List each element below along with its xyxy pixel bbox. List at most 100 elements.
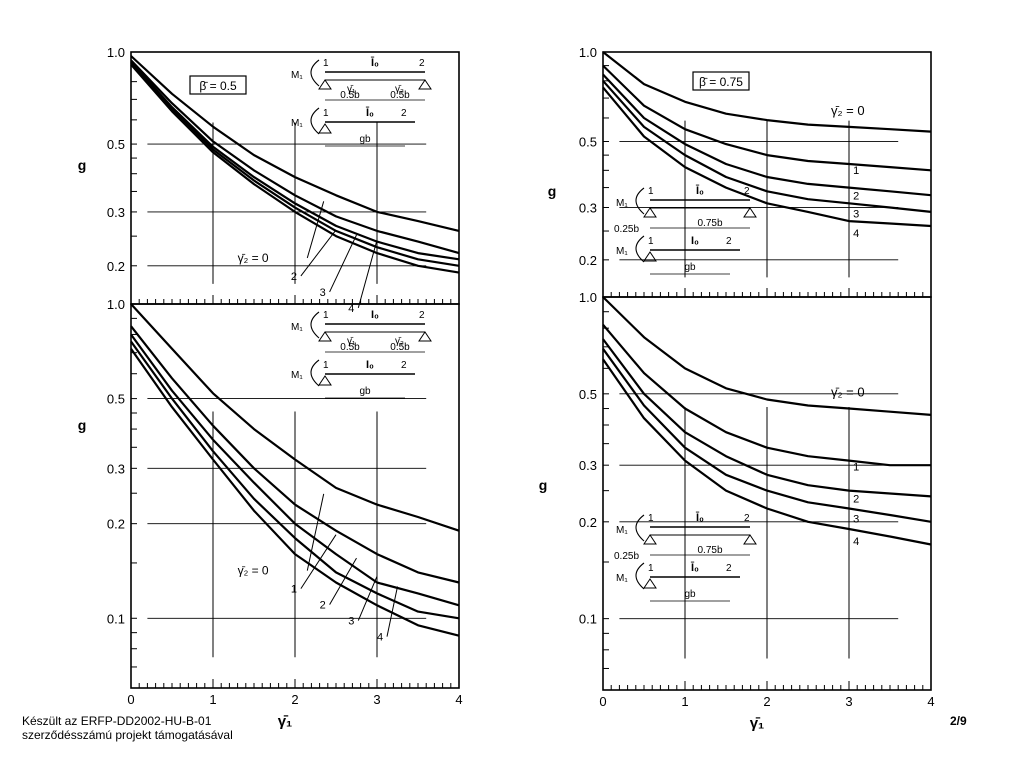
beam-inset: 1 Ī₀ 2 M₁ 0.25b 0.75b 1 Ī₀ 2 M₁ gb [614, 512, 757, 602]
x-axis-label: γ̄₁ [278, 713, 293, 730]
support-pin [318, 123, 332, 134]
inset-label-1: 1 [323, 58, 329, 69]
inset-moment-label: M₁ [291, 370, 303, 381]
beta-box [692, 71, 750, 91]
chart-panel-2: 1.0 0.5 0.3 0.2 0.1 g 0 1 2 3 4 γ̄₁ γ̄₂ = 0 1 2 3 4 1 I₀ 2 γ… [78, 297, 463, 730]
y-tick-label: 1.0 [579, 290, 597, 305]
inset-dim-gb: gb [359, 386, 371, 397]
y-tick-label: 0.5 [579, 387, 597, 402]
y-tick-label: 0.5 [107, 392, 125, 407]
moment-arrow [635, 235, 645, 263]
inset-moment-label: M₁ [616, 198, 628, 209]
y-axis-label: g [548, 183, 557, 199]
inset-label-2: 2 [419, 310, 425, 321]
inset-sub-2: γ̄₂ [395, 84, 404, 95]
curve-callout-2: 2 [320, 600, 326, 612]
leader-line [300, 534, 337, 589]
inset-moment-label: M₁ [616, 246, 628, 257]
inset-moment-label: M₁ [291, 322, 303, 333]
inset-lower-i0: I₀ [691, 235, 699, 247]
chart-panel-4: 1.0 0.5 0.3 0.2 0.1 g 0 1 2 3 4 γ̄₁ γ̄₂ = 0 1 2 3 4 1 Ī₀ 2 M… [539, 290, 935, 732]
series-line-4 [130, 348, 460, 637]
curve-label-main: γ̄₂ = 0 [238, 564, 269, 578]
support-pin [318, 375, 332, 386]
x-tick-label: 3 [845, 694, 852, 709]
inset-dim-1: 0.5b [340, 90, 360, 101]
series-line-1 [602, 64, 932, 172]
series-line-1 [130, 59, 460, 255]
moment-arrow [635, 187, 645, 215]
inset-sub-1: γ̄₁ [347, 84, 356, 95]
y-axis-label: g [78, 157, 87, 173]
series-line-4 [602, 86, 932, 228]
x-tick-label: 3 [373, 692, 380, 707]
series-line-3 [602, 80, 932, 213]
moment-arrow [310, 59, 320, 87]
curve-callout-3: 3 [853, 514, 859, 526]
x-axis-label: γ̄₁ [750, 715, 765, 732]
inset-label-2: 2 [419, 58, 425, 69]
y-tick-label: 0.2 [579, 253, 597, 268]
beam-inset: 1 Ī₀ 2 γ̄₁ γ̄₂ M₁ 0.5b 0.5b 1 Ī₀ 2 M₁ gb [291, 57, 432, 147]
inset-lower-i0: Ī₀ [365, 107, 374, 119]
inset-label-i0: I₀ [371, 309, 379, 321]
inset-lower-1: 1 [648, 236, 654, 247]
inset-sub-2: γ̄₂ [395, 336, 404, 347]
support-pin [643, 207, 657, 218]
leader-line [357, 576, 378, 621]
x-tick-label: 4 [455, 692, 462, 707]
inset-dim-2: 0.5b [390, 342, 410, 353]
inset-moment-label: M₁ [616, 525, 628, 536]
leader-line [329, 557, 357, 605]
inset-lower-2: 2 [401, 360, 407, 371]
inset-label-1: 1 [648, 186, 654, 197]
inset-lower-1: 1 [648, 563, 654, 574]
curve-callout-2: 2 [291, 271, 297, 283]
inset-lower-2: 2 [726, 563, 732, 574]
beam-inset: 1 Ī₀ 2 M₁ 0.25b 0.75b 1 I₀ 2 M₁ gb [614, 185, 757, 275]
series-line-1 [130, 325, 460, 584]
x-tick-label: 0 [599, 694, 606, 709]
leader-line [386, 586, 398, 637]
leader-line [306, 201, 325, 259]
inset-label-i0: Ī₀ [695, 512, 704, 524]
moment-arrow [635, 562, 645, 590]
inset-dim-gb: gb [359, 134, 371, 145]
support-pin [418, 331, 432, 342]
x-tick-label: 1 [209, 692, 216, 707]
curve-label-main: γ̄₂ = 0 [238, 251, 269, 265]
y-tick-label: 0.3 [107, 205, 125, 220]
leader-line [357, 240, 378, 309]
inset-dim-1: 0.5b [340, 342, 360, 353]
series-line-1 [602, 323, 931, 467]
chart-panel-3: 1.0 0.5 0.3 0.2 g β̄ = 0.75 γ̄₂ = 0 1 2 3 4 1 Ī₀ 2 M₁ 0… [548, 45, 932, 298]
y-tick-label: 0.2 [107, 517, 125, 532]
inset-label-i0: Ī₀ [695, 185, 704, 197]
curve-callout-1: 1 [291, 584, 297, 596]
curve-callout-3: 3 [348, 616, 354, 628]
beta-label: β̄ = 0.75 [699, 75, 743, 89]
series-line-0 [602, 51, 932, 133]
series-line-4 [130, 63, 460, 274]
curve-callout-3: 3 [320, 287, 326, 299]
inset-lower-1: 1 [323, 108, 329, 119]
y-tick-label: 1.0 [579, 45, 597, 60]
series-line-0 [130, 303, 460, 532]
inset-label-2: 2 [744, 186, 750, 197]
curve-callout-4: 4 [348, 303, 354, 315]
curve-callout-4: 4 [853, 228, 859, 240]
inset-label-1: 1 [648, 513, 654, 524]
inset-lower-2: 2 [401, 108, 407, 119]
y-tick-label: 0.2 [579, 515, 597, 530]
footer-note: Készült az ERFP-DD2002-HU-B-01 szerződés… [22, 714, 233, 742]
curve-callout-1: 1 [853, 462, 859, 474]
leader-line [306, 493, 325, 571]
support-pin [643, 578, 657, 589]
inset-lower-i0: I₀ [366, 359, 374, 371]
inset-sub-1: γ̄₁ [347, 336, 356, 347]
y-tick-label: 0.3 [579, 458, 597, 473]
beta-box [189, 75, 247, 95]
x-tick-label: 0 [127, 692, 134, 707]
inset-moment-label: M₁ [291, 118, 303, 129]
